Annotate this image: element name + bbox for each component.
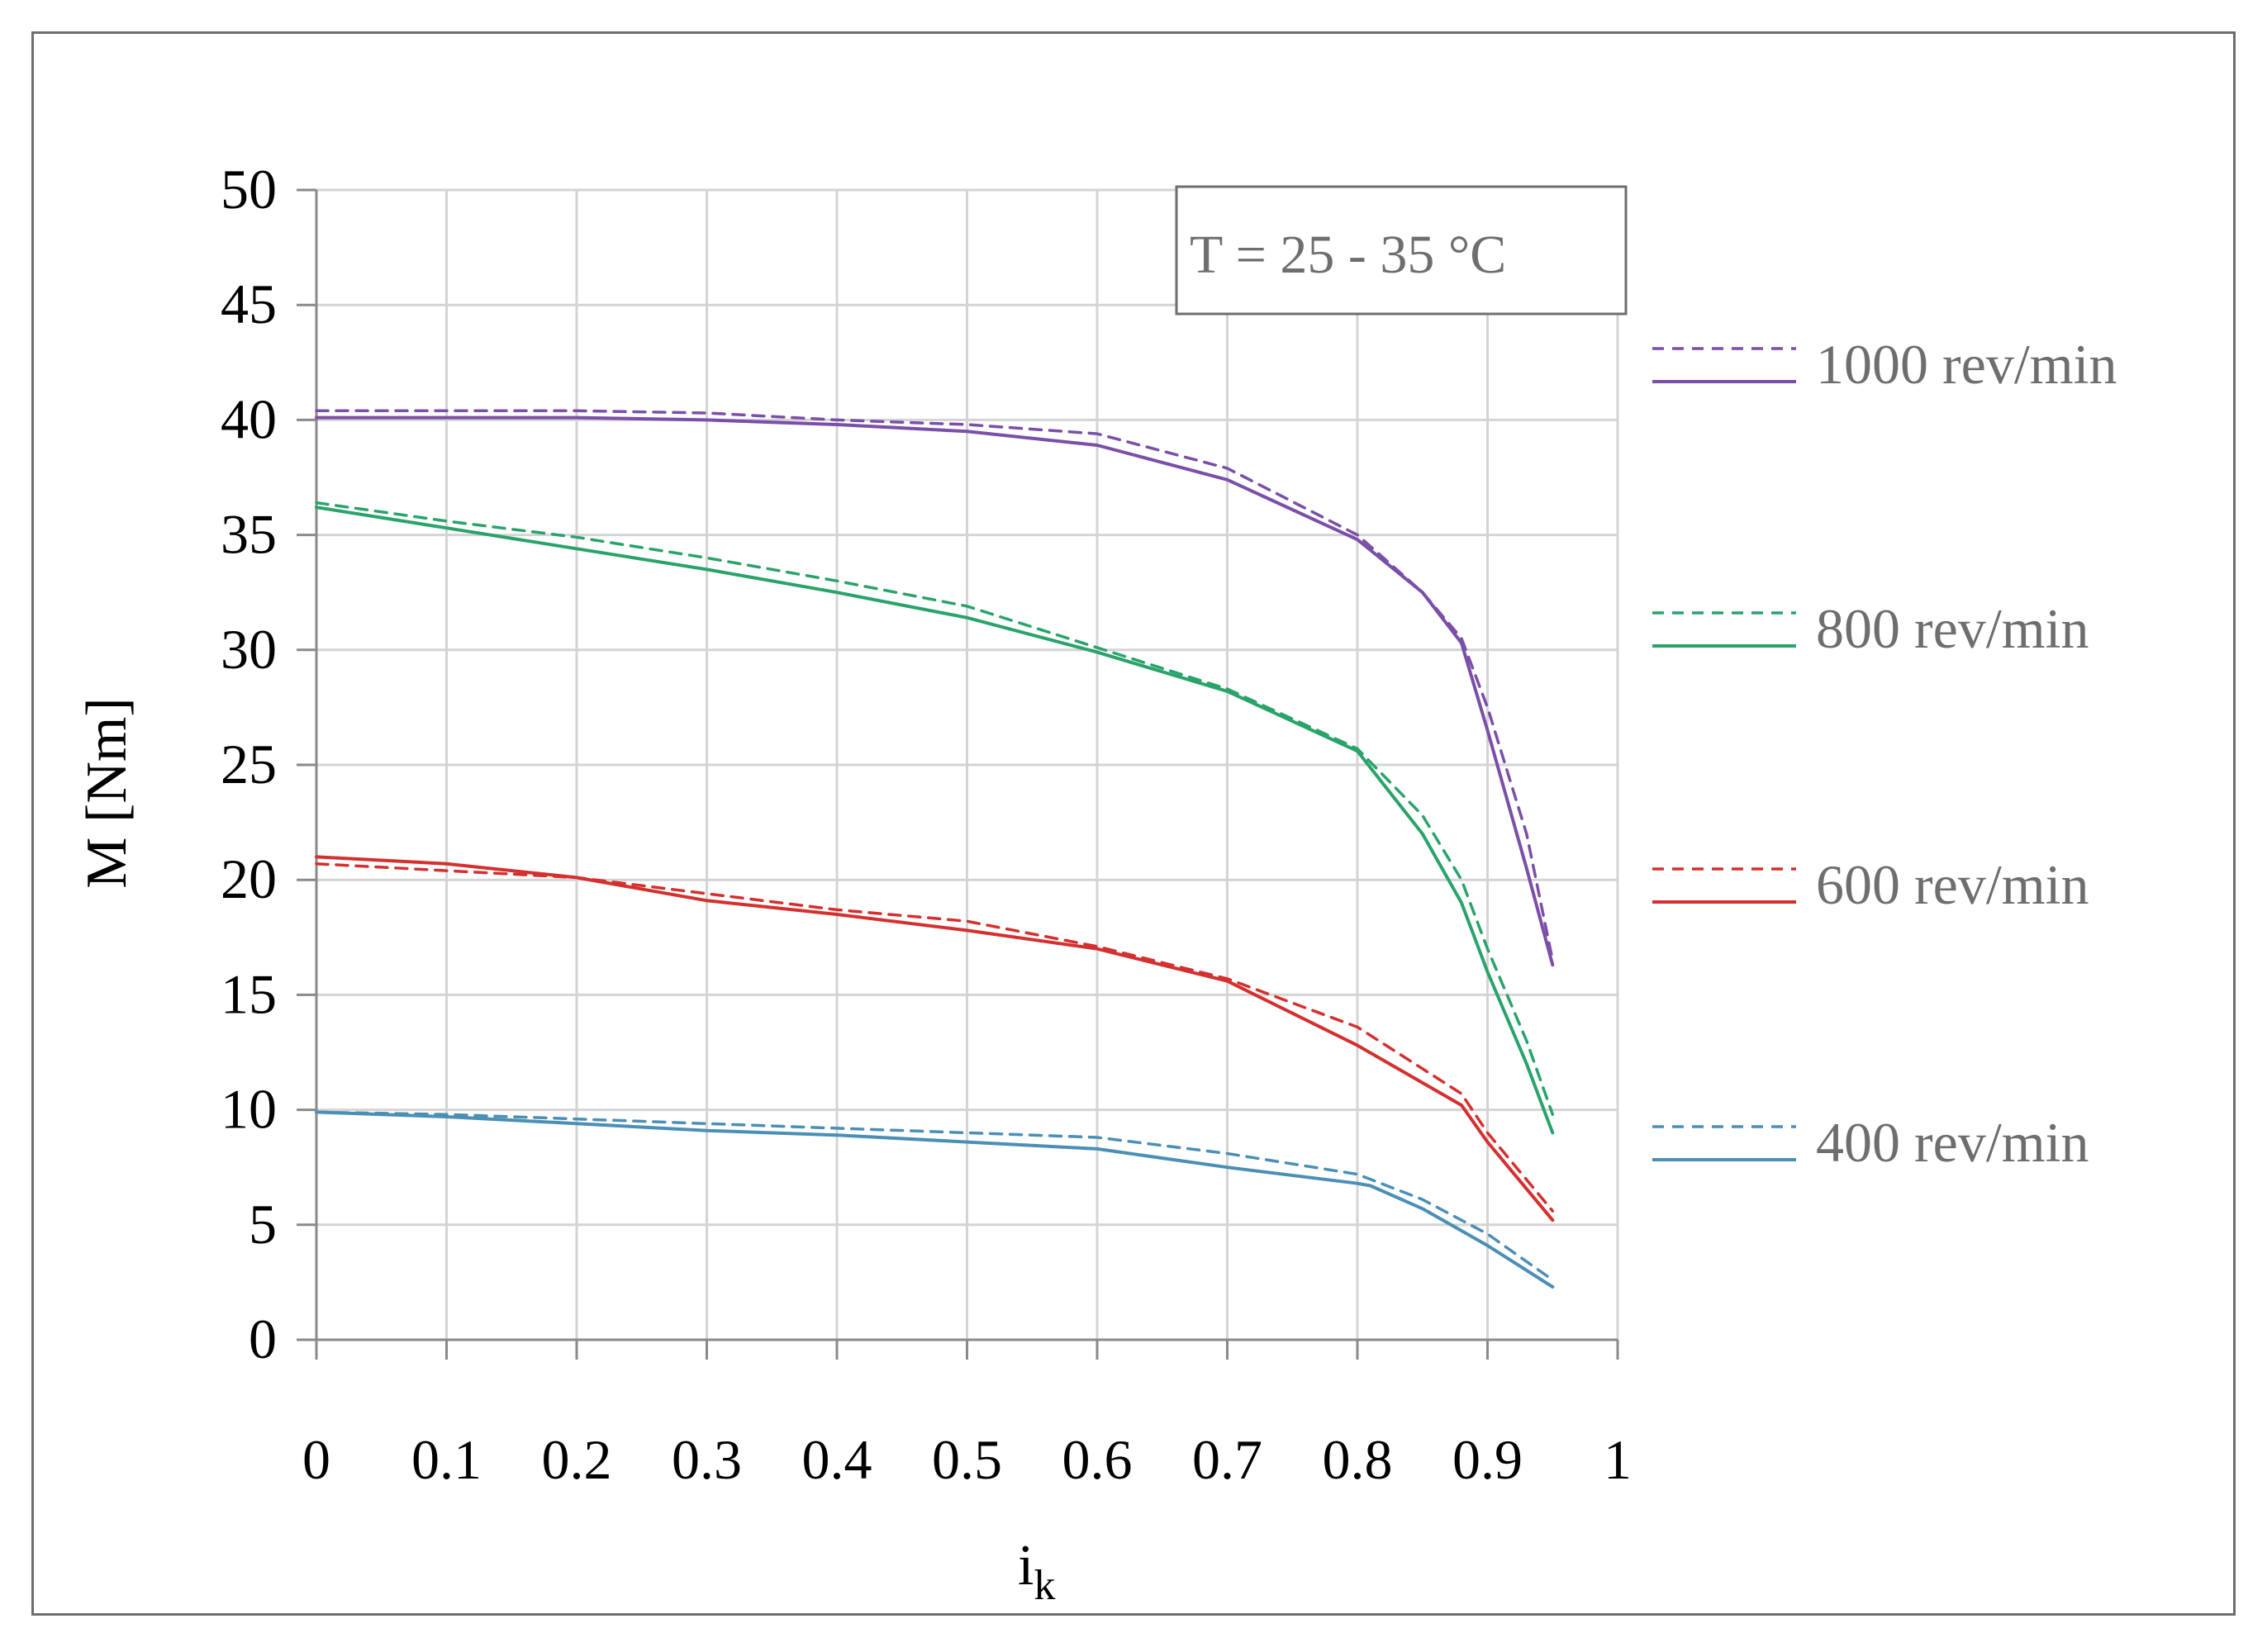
axes [297,188,1619,1360]
x-tick-label: 0 [302,1428,330,1491]
y-tick-label: 50 [221,158,277,221]
y-tick-label: 30 [221,618,277,681]
series-line-800-rev-min-dashed [315,501,1555,1116]
series-lines [315,409,1555,1289]
x-axis-title-main: i [1018,1534,1034,1597]
annotation-text: T = 25 - 35 °C [1190,225,1506,285]
x-tick-labels: 0 0.1 0.2 0.3 0.4 0.5 0.6 0.7 0.8 0.9 1 [302,1428,1632,1491]
annotation-box [1175,185,1628,316]
x-tick-label: 0.1 [411,1428,482,1491]
legend-label-400-rev-min: 400 rev/min [1816,1111,2089,1174]
y-tick-label: 35 [221,503,277,566]
x-tick-label: 1 [1604,1428,1632,1491]
y-axis-title: M [Nm] [75,697,139,888]
x-tick-label: 0.4 [802,1428,872,1491]
series-line-600-rev-min-dashed [315,862,1555,1213]
grid [315,188,1619,1341]
y-tick-label: 5 [249,1193,277,1256]
legend-label-800-rev-min: 800 rev/min [1816,597,2089,660]
x-axis-title: ik [1018,1534,1055,1609]
x-tick-label: 0.8 [1323,1428,1393,1491]
x-tick-label: 0.6 [1062,1428,1133,1491]
chart-frame [31,31,2236,1616]
y-tick-label: 10 [221,1078,277,1141]
x-tick-label: 0.9 [1452,1428,1523,1491]
legend-label-1000-rev-min: 1000 rev/min [1816,333,2117,396]
series-line-800-rev-min-solid [315,506,1555,1135]
y-tick-label: 45 [221,273,277,335]
y-tick-labels: 0 5 10 15 20 25 30 35 40 45 50 [221,158,277,1370]
y-tick-label: 15 [221,962,277,1025]
series-line-1000-rev-min-dashed [315,409,1555,962]
series-line-600-rev-min-solid [315,855,1555,1222]
x-axis-title-subscript: k [1034,1562,1055,1609]
legend: 1000 rev/min 800 rev/min 600 rev/min 400 re… [1652,333,2117,1174]
series-line-1000-rev-min-solid [315,415,1555,967]
x-tick-label: 0.5 [932,1428,1002,1491]
series-line-400-rev-min-solid [315,1110,1555,1289]
y-tick-label: 0 [249,1308,277,1370]
x-tick-label: 0.2 [542,1428,612,1491]
legend-label-600-rev-min: 600 rev/min [1816,853,2089,916]
x-tick-label: 0.3 [672,1428,742,1491]
y-tick-label: 40 [221,387,277,450]
series-line-400-rev-min-dashed [315,1110,1555,1282]
x-tick-label: 0.7 [1192,1428,1262,1491]
y-tick-label: 20 [221,847,277,910]
y-tick-label: 25 [221,733,277,795]
